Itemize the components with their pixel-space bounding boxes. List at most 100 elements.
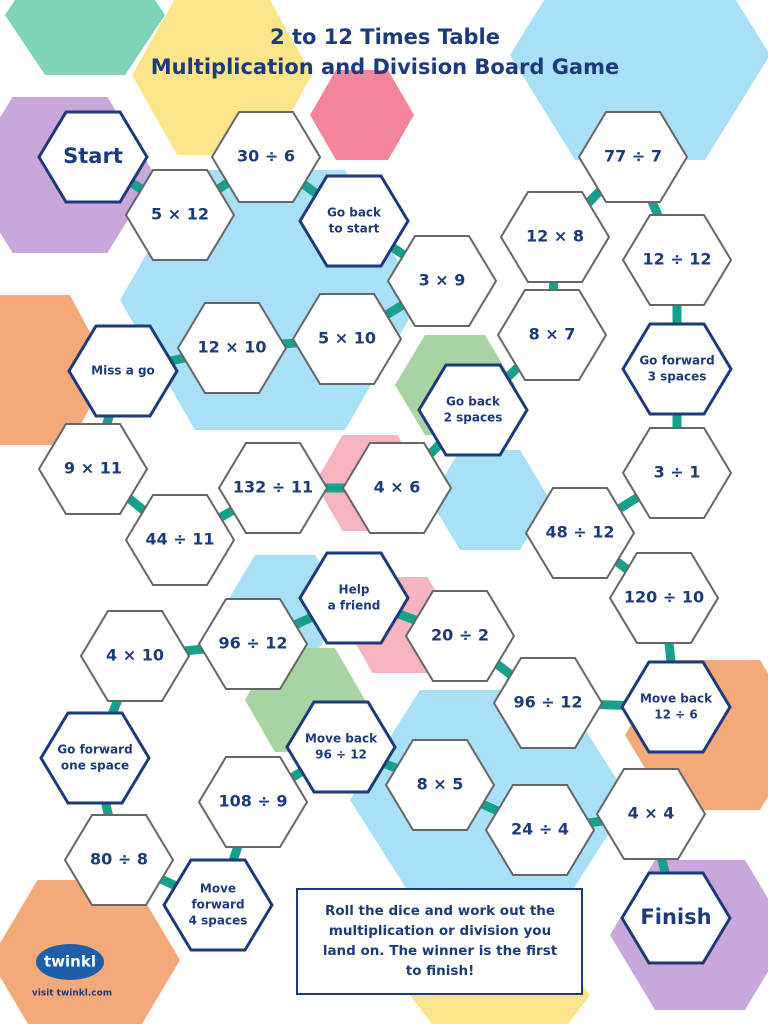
instruction-line: land on. The winner is the first: [323, 943, 558, 959]
tile-label: 8 × 7: [529, 325, 576, 344]
special-tile: [620, 660, 732, 754]
tile-label: 44 ÷ 11: [145, 530, 214, 549]
tile-label: forward: [191, 898, 244, 912]
tile-label: 132 ÷ 11: [233, 478, 313, 497]
tile: [496, 289, 608, 381]
special-tile: [298, 551, 410, 645]
tile-label: Finish: [640, 905, 711, 929]
tile-label: Help: [339, 583, 370, 597]
special-tile: [298, 174, 410, 268]
logo-badge: [36, 944, 104, 980]
tile-label: Miss a go: [91, 364, 155, 378]
tile: [63, 814, 175, 906]
tile-label: 5 × 12: [151, 205, 209, 224]
tile-label: 12 ÷ 6: [654, 708, 697, 722]
special-tile: [39, 711, 151, 805]
tile-label: 96 ÷ 12: [315, 748, 367, 762]
tile: [124, 494, 236, 586]
tile-label: 4 spaces: [189, 914, 248, 928]
tile-label: 8 × 5: [417, 775, 464, 794]
tile: [404, 590, 516, 682]
tile: [197, 756, 309, 848]
tile: [384, 739, 496, 831]
tile-label: 4 × 10: [106, 646, 164, 665]
bg-hexagon: [5, 0, 165, 75]
tile-label: 24 ÷ 4: [511, 820, 569, 839]
tiles: Start 5 × 12 30 ÷ 6 Go back to start 3 × 9 5 ×…: [37, 110, 733, 965]
tile-label: 96 ÷ 12: [513, 693, 582, 712]
bg-hexagon: [430, 450, 550, 550]
tile: [341, 442, 453, 534]
tile-label: 9 × 11: [64, 459, 122, 478]
tile: [492, 657, 604, 749]
tile-label: 30 ÷ 6: [237, 147, 295, 166]
tile-label: 20 ÷ 2: [431, 626, 489, 645]
title: 2 to 12 Times Table: [270, 25, 500, 49]
special-tile: [621, 322, 733, 416]
special-tile: [417, 363, 529, 457]
tile-label: Move back: [640, 692, 713, 706]
tile-label: Go forward: [639, 354, 714, 368]
tile-label: 120 ÷ 10: [624, 588, 704, 607]
tile-label: a friend: [328, 599, 381, 613]
tile-label: 12 × 10: [197, 338, 266, 357]
tile-label: Go back: [327, 206, 382, 220]
tile-label: 3 spaces: [648, 370, 707, 384]
tile-label: Move: [200, 882, 236, 896]
tile-label: 4 × 6: [374, 478, 421, 497]
tile-label: 12 ÷ 12: [642, 250, 711, 269]
tile: [524, 487, 636, 579]
instruction-line: to finish!: [406, 963, 474, 979]
tile-label: 108 ÷ 9: [218, 792, 287, 811]
tile: [484, 784, 596, 876]
tile-label: 2 spaces: [444, 411, 503, 425]
bg-hexagon: [0, 295, 110, 445]
tile-label: one space: [61, 759, 129, 773]
tile: [79, 610, 191, 702]
tile: [37, 423, 149, 515]
tile-label: 4 × 4: [628, 804, 675, 823]
special-tile: [620, 871, 732, 965]
tile: [291, 293, 403, 385]
special-tile: [67, 324, 179, 418]
special-tile: [285, 700, 397, 794]
instruction-line: multiplication or division you: [329, 923, 551, 939]
instruction-line: Roll the dice and work out the: [325, 903, 555, 919]
special-tile: [162, 858, 274, 952]
tile: [210, 111, 322, 203]
footer-link: visit twinkl.com: [32, 989, 112, 999]
special-tile: [37, 110, 149, 204]
tile-label: 5 × 10: [318, 329, 376, 348]
tile: [217, 442, 329, 534]
bg-hexagon: [310, 70, 414, 160]
tile-label: Move back: [305, 732, 378, 746]
logo: twinkl: [44, 953, 96, 971]
subtitle: Multiplication and Division Board Game: [151, 55, 619, 79]
tile-label: Start: [63, 144, 123, 168]
tile-label: 3 × 9: [419, 271, 466, 290]
tile: [595, 768, 707, 860]
tile: [621, 214, 733, 306]
tile: [124, 169, 236, 261]
tile-label: 80 ÷ 8: [90, 850, 148, 869]
bg-hexagon: [510, 0, 768, 160]
tile: [499, 191, 611, 283]
tile: [197, 598, 309, 690]
tile-label: 48 ÷ 12: [545, 523, 614, 542]
instructions: Roll the dice and work out the multiplica…: [323, 903, 558, 979]
tile: [608, 552, 720, 644]
tile-label: 96 ÷ 12: [218, 634, 287, 653]
tile: [176, 302, 288, 394]
tile: [621, 427, 733, 519]
tile-label: Go back: [446, 395, 501, 409]
tile-label: 3 ÷ 1: [654, 463, 701, 482]
tile: [577, 111, 689, 203]
instructions-box: [296, 888, 583, 995]
tile-label: to start: [329, 222, 380, 236]
tile-label: 77 ÷ 7: [604, 147, 662, 166]
tile-label: 12 × 8: [526, 227, 584, 246]
tile-label: Go forward: [57, 743, 132, 757]
tile: [386, 235, 498, 327]
